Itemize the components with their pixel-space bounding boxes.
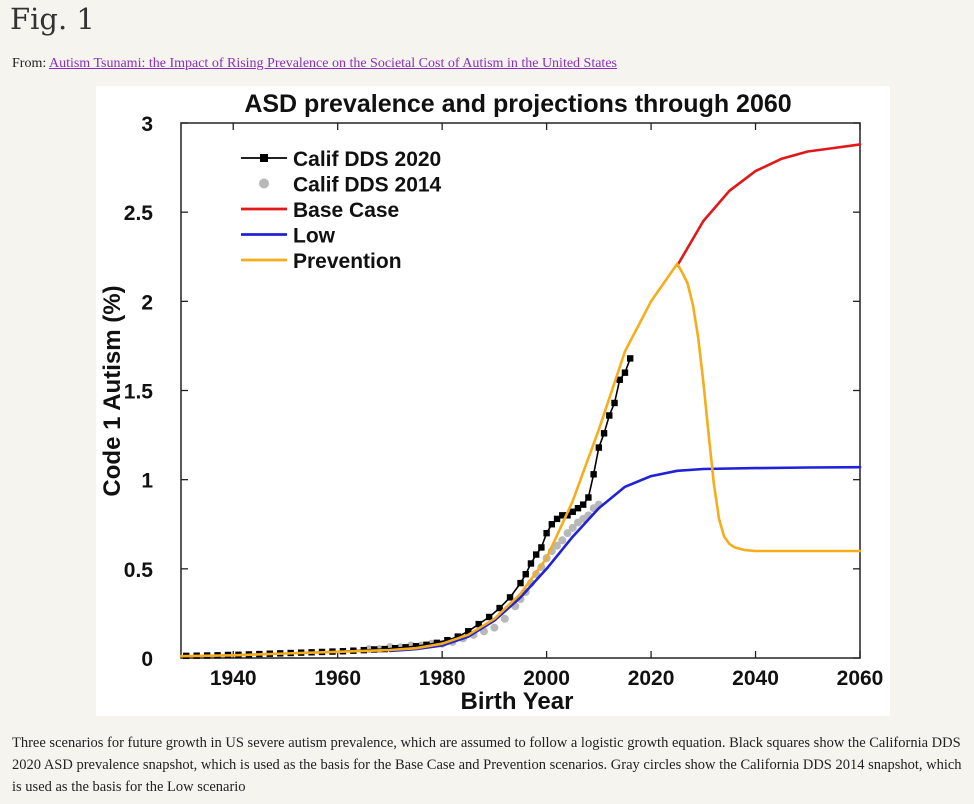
calif-2020-point [626, 355, 634, 362]
calif-2020-point [606, 412, 613, 419]
y-tick-label: 2 [141, 291, 153, 314]
calif-2020-point [585, 494, 592, 501]
calif-2020-point [485, 613, 493, 621]
calif-2020-point [423, 641, 430, 649]
chart-container: ASD prevalence and projections through 2… [96, 86, 890, 716]
source-article-link[interactable]: Autism Tsunami: the Impact of Rising Pre… [48, 56, 617, 71]
calif-2020-point [475, 620, 482, 628]
x-tick-label: 2040 [732, 667, 779, 690]
calif-2020-point [548, 521, 556, 528]
figure-caption: Three scenarios for future growth in US … [12, 735, 962, 795]
calif-2020-point [454, 633, 462, 640]
calif-2020-point [595, 444, 603, 451]
calif-2020-point [391, 644, 399, 652]
legend-swatch-calif-2014 [259, 178, 269, 189]
y-tick-label: 2.5 [124, 202, 154, 225]
legend-marker-square [260, 154, 268, 162]
calif-2020-point [543, 529, 550, 537]
y-tick-label: 3 [141, 113, 153, 136]
y-tick-label: 0.5 [124, 559, 154, 582]
legend-label: Calif DDS 2014 [293, 174, 442, 197]
calif-2020-point [621, 369, 629, 376]
calif-2020-point [569, 508, 576, 515]
chart-title: ASD prevalence and projections through 2… [244, 90, 791, 118]
calif-2020-point [517, 579, 524, 587]
calif-2020-point [412, 643, 420, 650]
base-case-line [675, 143, 862, 267]
y-tick-label: 0 [141, 648, 153, 671]
calif-2020-point [553, 515, 561, 523]
calif-2020-point [616, 376, 623, 383]
calif-2020-point [402, 644, 409, 651]
calif-2020-point [600, 430, 608, 437]
calif-2014-point [490, 623, 499, 632]
calif-2014-point [558, 536, 567, 545]
x-tick-label: 2020 [628, 667, 675, 690]
calif-2020-point [590, 471, 597, 478]
prevention-line [179, 262, 862, 658]
legend-label: Base Case [293, 199, 399, 222]
calif-2014-point [563, 529, 572, 538]
calif-2020-line [185, 357, 632, 657]
calif-2020-point [532, 551, 540, 558]
chart-svg: ASD prevalence and projections through 2… [99, 90, 884, 715]
calif-2020-point [559, 512, 566, 519]
x-tick-label: 1980 [419, 667, 466, 690]
plot-area: 1940 1960 1980 2000 2020 2040 2060 0 0.5 1 1.5 2 2.5… [124, 113, 884, 690]
source-prefix: From: [12, 56, 49, 71]
legend-label: Low [293, 225, 336, 248]
y-axis-label: Code 1 Autism (%) [99, 285, 126, 496]
calif-2020-point [538, 544, 545, 551]
x-tick-label: 1960 [314, 667, 361, 690]
x-tick-label: 1940 [210, 667, 257, 690]
legend-label: Prevention [293, 250, 402, 273]
x-axis-label: Birth Year [461, 688, 574, 715]
legend-label: Calif DDS 2020 [293, 148, 441, 171]
y-tick-label: 1.5 [124, 381, 154, 404]
calif-2014-point [553, 541, 562, 550]
calif-2020-point [506, 594, 514, 601]
calif-2020-point [574, 505, 582, 512]
y-tick-label: 1 [141, 470, 153, 493]
low-line [388, 465, 862, 653]
plot-frame [180, 122, 861, 659]
calif-2020-point [465, 628, 472, 635]
calif-2014-point [500, 614, 509, 623]
calif-2014-point [568, 523, 577, 532]
calif-2020-point [522, 570, 529, 578]
calif-2020-point [444, 636, 451, 644]
calif-2020-point [579, 501, 587, 508]
x-tick-label: 2060 [837, 667, 884, 690]
x-tick-label: 2000 [523, 667, 570, 690]
calif-2020-point [527, 560, 535, 567]
figure-title: Fig. 1 [10, 2, 95, 36]
calif-2020-point [611, 399, 618, 407]
calif-2020-point [433, 639, 441, 647]
source-line: From: Autism Tsunami: the Impact of Risi… [12, 56, 617, 72]
calif-2020-point [496, 604, 503, 612]
